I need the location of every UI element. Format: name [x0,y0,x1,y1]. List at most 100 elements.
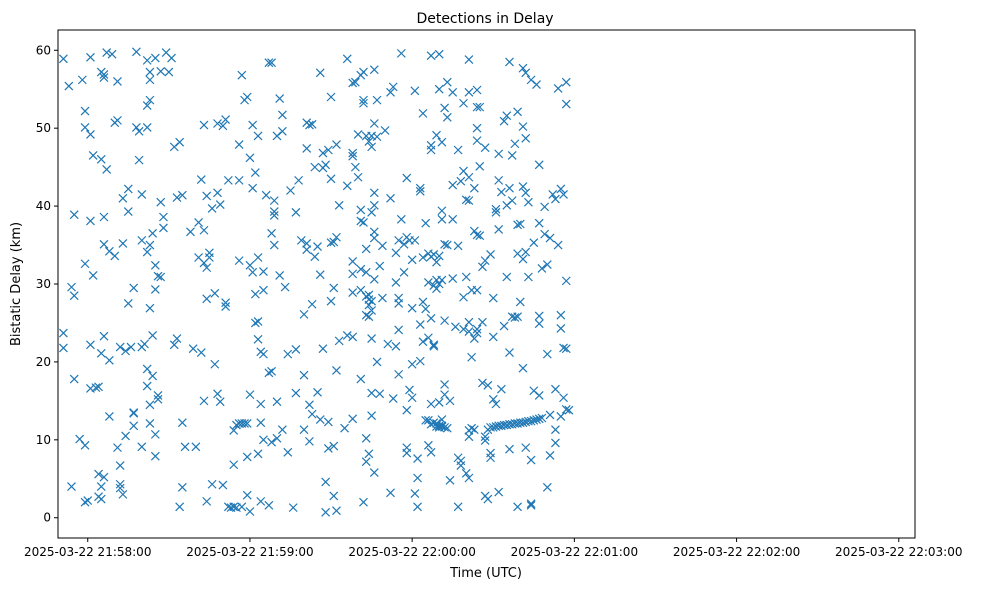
data-point [369,233,379,243]
data-point [426,399,436,409]
data-point [329,491,339,501]
data-point [88,271,98,280]
data-point [369,227,379,237]
data-point [542,349,552,359]
data-point [69,374,79,384]
data-point [505,183,514,193]
data-point [356,205,366,215]
data-point [453,145,463,155]
data-point [359,67,368,77]
data-point [245,390,255,400]
data-point [429,249,439,259]
data-point [448,87,458,97]
data-point [556,310,566,320]
data-point [99,69,109,79]
data-point [464,317,474,327]
data-point [542,482,552,492]
data-point [118,239,128,248]
data-point [307,119,317,129]
data-point [413,502,422,512]
data-point [99,239,109,249]
data-point [415,186,425,196]
data-point [502,111,512,121]
data-point [518,122,528,132]
data-point [261,190,271,200]
data-point [348,78,358,88]
points-layer [58,47,574,517]
data-point [153,390,163,400]
data-point [259,435,268,445]
data-point [94,382,103,392]
data-point [369,468,379,477]
data-point [326,174,336,184]
data-point [413,473,422,483]
data-point [418,108,428,118]
data-point [80,106,90,116]
data-point [356,216,366,226]
data-point [445,475,455,485]
data-point [248,120,258,130]
data-point [269,207,279,216]
data-point [551,194,560,204]
data-point [394,325,404,335]
data-point [407,359,417,369]
data-point [394,235,404,245]
data-point [118,489,128,499]
data-point [469,183,479,193]
data-point [418,253,428,262]
data-point [348,269,358,279]
data-point [332,232,341,242]
data-point [505,444,514,454]
data-point [58,54,68,64]
y-tick-label: 0 [43,511,51,525]
data-point [359,497,368,507]
data-point [253,449,263,459]
data-point [402,448,412,458]
data-point [150,260,160,270]
data-point [272,397,282,407]
data-point [434,398,444,407]
data-point [234,140,244,149]
data-point [129,283,139,293]
data-point [229,502,239,512]
data-point [483,380,493,390]
data-point [142,55,152,65]
data-point [559,343,568,353]
data-point [415,356,425,366]
data-point [518,363,528,373]
y-axis: 0 10 20 30 40 50 60 [36,43,58,525]
data-point [456,176,466,186]
data-point [523,272,533,282]
data-point [367,207,377,217]
data-point [229,426,239,435]
data-point [456,461,466,470]
data-point [177,190,187,200]
data-point [259,285,268,295]
data-point [440,422,450,432]
data-point [442,240,452,250]
y-axis-label: Bistatic Delay (km) [9,222,24,346]
data-point [421,415,431,425]
data-point [332,366,341,375]
data-point [545,450,555,460]
data-point [326,296,336,306]
data-point [115,342,125,352]
data-point [69,210,79,220]
data-point [475,102,485,112]
data-point [348,148,358,158]
data-point [329,441,339,451]
data-point [405,385,414,395]
data-point [410,489,420,499]
data-point [69,291,79,301]
data-point [313,242,322,252]
data-point [229,460,239,470]
data-point [283,447,293,457]
data-point [540,229,550,239]
data-point [478,317,487,327]
data-point [467,352,477,362]
data-point [140,339,149,349]
data-point [142,381,152,391]
data-point [537,263,547,273]
data-point [359,98,368,108]
data-point [332,140,341,149]
